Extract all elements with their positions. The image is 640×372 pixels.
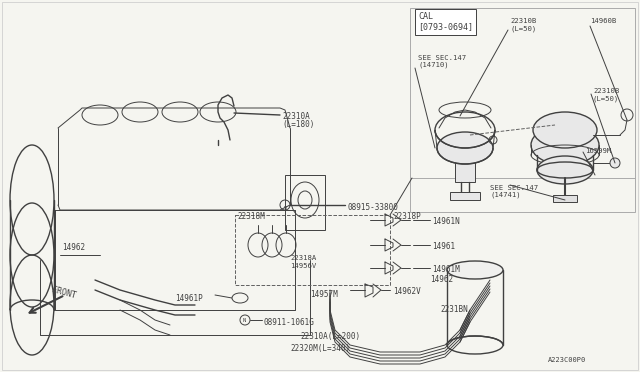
Text: 14962: 14962 [62, 243, 85, 252]
Text: 14957M: 14957M [310, 290, 338, 299]
Bar [410, 8, 635, 212]
Text: (L=50): (L=50) [593, 96, 620, 103]
Text: V: V [284, 205, 287, 211]
Text: (L=50): (L=50) [510, 26, 536, 32]
Text: 14961N: 14961N [432, 217, 460, 226]
Ellipse shape [533, 112, 597, 148]
Text: 08915-33800: 08915-33800 [348, 203, 399, 212]
Text: 14960B: 14960B [590, 18, 616, 24]
Ellipse shape [531, 125, 599, 165]
Bar [553, 195, 577, 202]
Bar [450, 192, 480, 200]
Text: 16599M: 16599M [585, 148, 611, 154]
Ellipse shape [437, 132, 493, 164]
Text: 22310B: 22310B [510, 18, 536, 24]
Ellipse shape [610, 158, 620, 168]
Text: 2231BN: 2231BN [440, 305, 468, 314]
Text: 22318A: 22318A [290, 255, 316, 261]
Text: 22320M(L=340): 22320M(L=340) [290, 344, 350, 353]
Ellipse shape [537, 156, 593, 184]
Text: CAL
[0793-0694]: CAL [0793-0694] [418, 12, 473, 31]
Bar [455, 160, 475, 182]
Text: 14962V: 14962V [393, 287, 420, 296]
Text: 22318M: 22318M [237, 212, 265, 221]
Text: (L=180): (L=180) [282, 120, 314, 129]
Text: 14961: 14961 [432, 242, 455, 251]
Text: 14961M: 14961M [432, 265, 460, 274]
Text: 22310A(L=200): 22310A(L=200) [300, 332, 360, 341]
Bar [285, 175, 325, 230]
Text: N: N [243, 317, 246, 323]
Text: SEE SEC.147
(14741): SEE SEC.147 (14741) [490, 185, 538, 199]
Text: SEE SEC.147
(14710): SEE SEC.147 (14710) [418, 55, 466, 68]
Text: 22310A: 22310A [282, 112, 310, 121]
Text: 14956V: 14956V [290, 263, 316, 269]
Text: 08911-1061G: 08911-1061G [264, 318, 315, 327]
Text: 14962: 14962 [430, 275, 453, 284]
Text: FRONT: FRONT [50, 285, 76, 300]
Text: 22318P: 22318P [393, 212, 420, 221]
Text: 14961P: 14961P [175, 294, 203, 303]
Text: A223C00P0: A223C00P0 [548, 357, 586, 363]
Text: 22310B: 22310B [593, 88, 620, 94]
Ellipse shape [447, 261, 503, 279]
